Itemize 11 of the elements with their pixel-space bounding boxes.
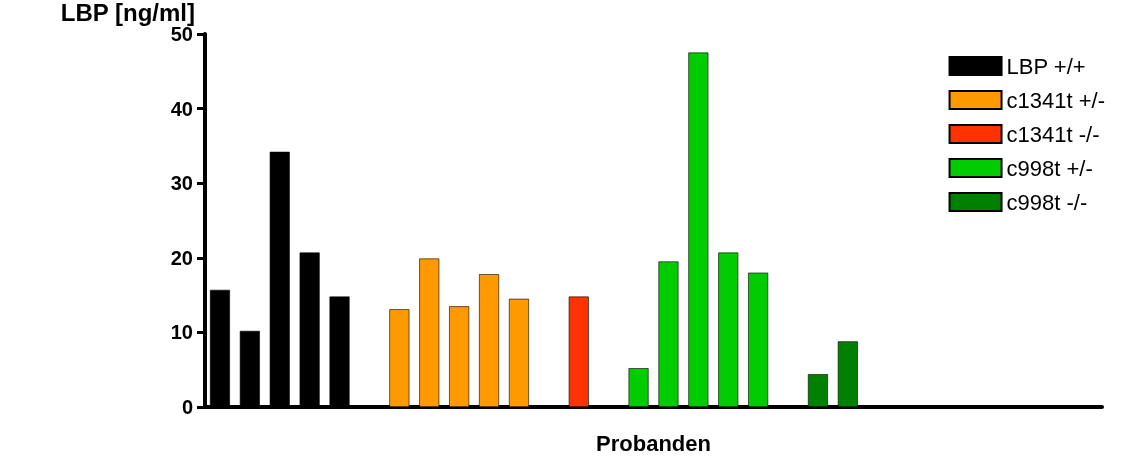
y-tick-label: 10 — [170, 321, 193, 344]
x-axis-title: Probanden — [596, 430, 711, 456]
legend-label: c1341t +/- — [1006, 87, 1105, 113]
y-tick-label: 40 — [170, 97, 193, 120]
y-tick-label: 0 — [181, 396, 193, 418]
legend-label: c998t +/- — [1006, 155, 1093, 181]
y-tick-label: 30 — [170, 172, 193, 195]
legend-label: c998t -/- — [1006, 189, 1088, 215]
y-tick-label: 20 — [170, 246, 193, 269]
legend-label: LBP +/+ — [1006, 53, 1086, 79]
legend-label: c1341t -/- — [1006, 121, 1100, 147]
